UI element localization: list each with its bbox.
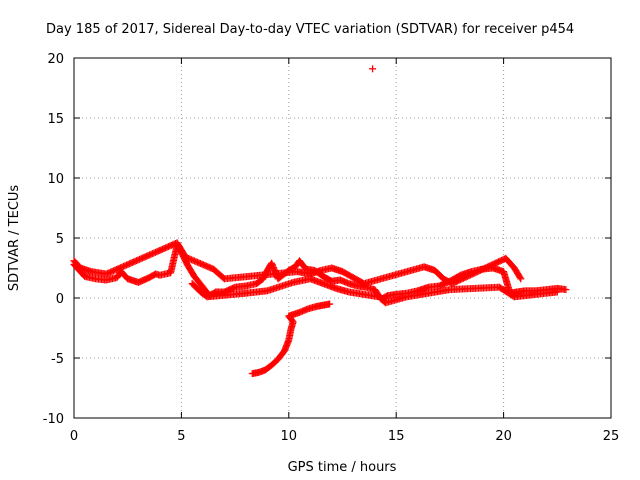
y-tick-label: 10 bbox=[47, 172, 64, 187]
x-tick-label: 0 bbox=[70, 429, 78, 444]
x-tick-label: 20 bbox=[495, 429, 512, 444]
y-axis-label: SDTVAR / TECUs bbox=[7, 185, 22, 292]
data-point bbox=[517, 275, 525, 283]
chart-title: Day 185 of 2017, Sidereal Day-to-day VTE… bbox=[46, 22, 574, 37]
x-tick-label: 5 bbox=[177, 429, 185, 444]
grid-lines bbox=[74, 58, 611, 418]
y-tick-label: 0 bbox=[56, 292, 64, 307]
x-tick-label: 15 bbox=[388, 429, 405, 444]
axis-ticks: 0 5 10 15 20 25 -10 -5 0 5 10 15 20 bbox=[43, 52, 620, 444]
x-tick-label: 25 bbox=[603, 429, 620, 444]
data-points bbox=[70, 65, 570, 378]
y-tick-label: -10 bbox=[43, 412, 64, 427]
y-tick-label: 5 bbox=[56, 232, 64, 247]
y-tick-label: -5 bbox=[51, 352, 64, 367]
data-point bbox=[562, 286, 570, 294]
data-point bbox=[516, 273, 524, 281]
data-point-outlier bbox=[369, 65, 377, 73]
y-tick-label: 15 bbox=[47, 112, 64, 127]
y-tick-label: 20 bbox=[47, 52, 64, 67]
data-point bbox=[326, 300, 334, 308]
x-axis-label: GPS time / hours bbox=[288, 460, 397, 475]
x-tick-label: 10 bbox=[281, 429, 298, 444]
data-point bbox=[553, 288, 561, 296]
